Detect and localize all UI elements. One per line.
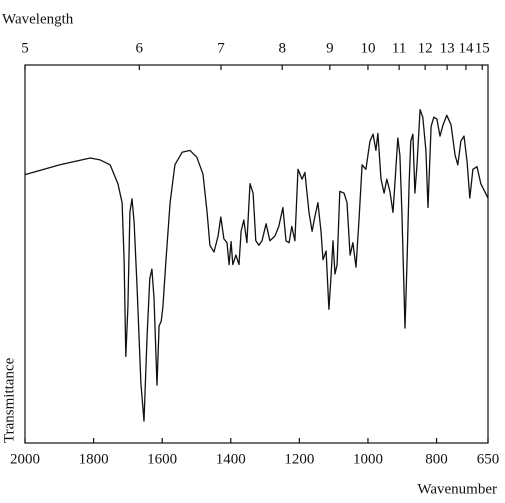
x-tick-label: 1800 (79, 451, 109, 467)
x2-tick-label: 14 (458, 40, 474, 56)
x2-tick-label: 15 (475, 40, 490, 56)
x2-tick-label: 10 (360, 40, 375, 56)
x-axis-label: Wavenumber (417, 481, 497, 497)
x2-tick-label: 7 (217, 40, 225, 56)
x-tick-label: 1000 (353, 451, 383, 467)
x-tick-label: 800 (425, 451, 448, 467)
x2-tick-label: 6 (136, 40, 144, 56)
plot-frame (24, 64, 489, 444)
x2-tick-label: 8 (278, 40, 286, 56)
x2-tick-label: 5 (21, 40, 29, 56)
y-axis-label: Transmittance (1, 357, 17, 443)
spectrum-line (24, 108, 489, 422)
x-tick-label: 2000 (10, 451, 40, 467)
x-tick-label: 1200 (284, 451, 314, 467)
x2-tick-label: 13 (440, 40, 455, 56)
x-tick-label: 650 (477, 451, 500, 467)
x2-axis-label: Wavelength (2, 11, 74, 27)
x-tick-label: 1600 (147, 451, 177, 467)
x2-tick-label: 11 (392, 40, 406, 56)
x2-tick-label: 9 (326, 40, 334, 56)
x-tick-label: 1400 (216, 451, 246, 467)
x2-tick-label: 12 (418, 40, 433, 56)
